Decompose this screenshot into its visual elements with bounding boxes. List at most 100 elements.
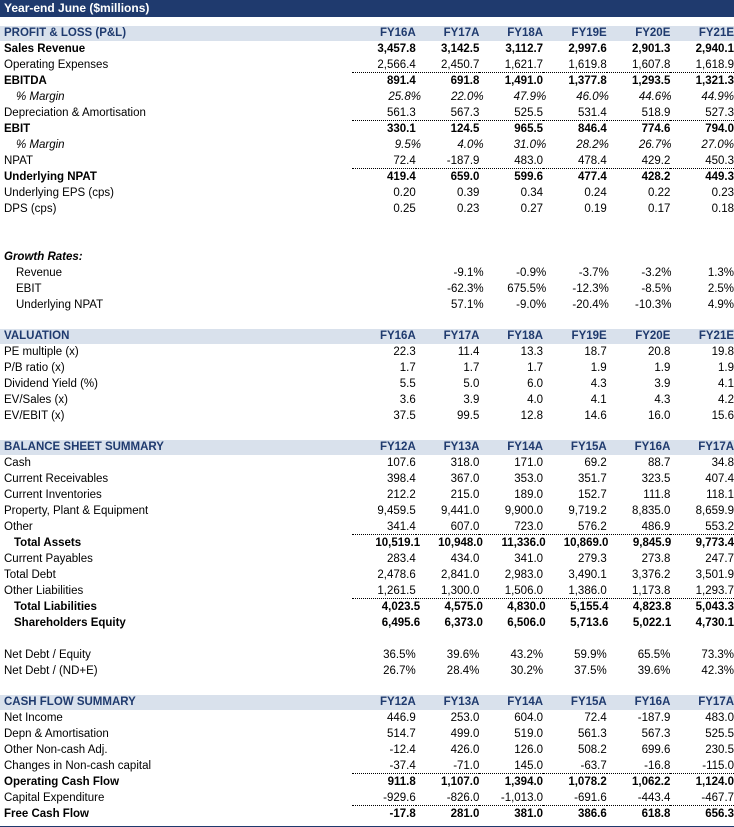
row-value: -691.6 bbox=[543, 790, 607, 806]
row-value: 1,386.0 bbox=[543, 583, 607, 599]
row-value: 561.3 bbox=[577, 728, 607, 740]
table-row: P/B ratio (x) 1.7 1.7 1.7 1.9 1.9 1.9 bbox=[0, 360, 734, 376]
table-row: Other Liabilities 1,261.5 1,300.0 1,506.0 1,… bbox=[0, 583, 734, 599]
row-label: Other Non-cash Adj. bbox=[4, 744, 108, 756]
row-value: 0.23 bbox=[711, 187, 734, 199]
row-value: 4.0% bbox=[457, 139, 484, 151]
table-row: Net Debt / Equity 36.5% 39.6% 43.2% 59.9% 65.… bbox=[0, 647, 734, 663]
row-value: 561.3 bbox=[352, 105, 416, 121]
row-value: 3.9 bbox=[463, 394, 480, 406]
row-value: 279.3 bbox=[577, 553, 607, 565]
row-value: 88.7 bbox=[647, 457, 671, 469]
row-value: 39.6% bbox=[446, 649, 480, 661]
row-value: 449.3 bbox=[705, 171, 734, 183]
year-header: FY15A bbox=[570, 696, 607, 708]
row-value: 1,078.2 bbox=[568, 776, 607, 788]
table-row: Current Receivables 398.4 367.0 353.0 351.7 3… bbox=[0, 471, 734, 487]
row-value: 429.2 bbox=[606, 153, 671, 169]
row-value: 514.7 bbox=[386, 728, 416, 740]
row-label: % Margin bbox=[16, 91, 65, 103]
row-value bbox=[358, 265, 421, 281]
row-value: -8.5% bbox=[641, 283, 672, 295]
row-label: Other bbox=[4, 521, 33, 533]
row-value: 477.4 bbox=[577, 171, 607, 183]
row-value: 341.0 bbox=[514, 553, 544, 565]
row-value: 525.5 bbox=[705, 728, 734, 740]
row-value: 1.9 bbox=[718, 362, 734, 374]
row-value: 4.0 bbox=[527, 394, 544, 406]
table-row: Capital Expenditure -929.6 -826.0 -1,013.0-… bbox=[0, 790, 734, 806]
year-header: FY14A bbox=[507, 696, 544, 708]
table-row: Revenue -9.1% -0.9% -3.7% -3.2% 1.3% bbox=[0, 265, 734, 281]
table-row: Current Inventories 212.2 215.0 189.0 152.7 1… bbox=[0, 487, 734, 503]
section-title: BALANCE SHEET SUMMARY bbox=[4, 441, 164, 453]
row-label: Depn & Amortisation bbox=[4, 728, 109, 740]
row-value: 675.5% bbox=[507, 283, 547, 295]
table-row: Depreciation & Amortisation 561.3 567.3 525… bbox=[0, 105, 734, 121]
table-row: EBIT -62.3% 675.5% -12.3% -8.5% 2.5% bbox=[0, 281, 734, 297]
row-value: 171.0 bbox=[514, 457, 544, 469]
table-row: Total Assets 10,519.1 10,948.0 11,336.0 10,8… bbox=[0, 535, 734, 551]
row-label: Free Cash Flow bbox=[4, 808, 89, 820]
row-label: NPAT bbox=[4, 155, 33, 167]
year-header: FY12A bbox=[379, 696, 416, 708]
row-value: 3.6 bbox=[399, 394, 416, 406]
table-row: Depn & Amortisation 514.7 499.0 519.0 561.3 5… bbox=[0, 726, 734, 742]
row-value: 12.8 bbox=[520, 410, 544, 422]
row-value bbox=[358, 297, 421, 313]
row-value: 419.4 bbox=[386, 171, 416, 183]
row-value: 0.18 bbox=[711, 203, 734, 215]
debt-ratios-section: Net Debt / Equity 36.5% 39.6% 43.2% 59.9% 65.… bbox=[0, 647, 734, 679]
row-value: 273.8 bbox=[641, 553, 671, 565]
row-value: 386.6 bbox=[577, 808, 607, 820]
row-value: 330.1 bbox=[386, 123, 416, 135]
row-value: 794.0 bbox=[705, 123, 734, 135]
row-label: EBIT bbox=[4, 123, 31, 135]
row-label: Net Debt / (ND+E) bbox=[4, 665, 98, 677]
row-value: 1,261.5 bbox=[352, 583, 416, 599]
row-value: 27.0% bbox=[701, 139, 734, 151]
row-value: 351.7 bbox=[577, 473, 607, 485]
row-value: -0.9% bbox=[516, 267, 547, 279]
row-value: 15.6 bbox=[711, 410, 734, 422]
row-value: 318.0 bbox=[450, 457, 480, 469]
row-value: 4,023.5 bbox=[381, 601, 421, 613]
row-label: Total Liabilities bbox=[14, 601, 97, 613]
row-value: 1,618.9 bbox=[670, 57, 734, 73]
row-label: Operating Expenses bbox=[4, 59, 109, 71]
year-header: FY18A bbox=[507, 27, 544, 39]
row-value: 145.0 bbox=[479, 758, 544, 774]
table-row: Underlying EPS (cps) 0.20 0.39 0.34 0.24 0.22… bbox=[0, 185, 734, 201]
row-value: 576.2 bbox=[543, 519, 607, 535]
row-value: 3,142.5 bbox=[441, 43, 480, 55]
row-value: 30.2% bbox=[510, 665, 544, 677]
row-label: P/B ratio (x) bbox=[4, 362, 65, 374]
row-value: -20.4% bbox=[572, 299, 609, 311]
row-value: 4.1 bbox=[718, 378, 734, 390]
row-value: 189.0 bbox=[514, 489, 544, 501]
row-value: 11.4 bbox=[457, 346, 480, 358]
row-value: 2,983.0 bbox=[504, 569, 544, 581]
row-value: 2.5% bbox=[707, 283, 734, 295]
row-value: 5.5 bbox=[399, 378, 416, 390]
row-value: 9,900.0 bbox=[504, 505, 544, 517]
row-value: 567.3 bbox=[641, 728, 671, 740]
row-value: 525.5 bbox=[479, 105, 544, 121]
section-header: BALANCE SHEET SUMMARY FY12A FY13A FY14A FY15… bbox=[0, 440, 734, 455]
row-value: 3.9 bbox=[654, 378, 671, 390]
growth-section: Growth Rates: Revenue -9.1% -0.9% -3.7% -3.2%… bbox=[0, 249, 734, 313]
row-value: 37.5 bbox=[393, 410, 416, 422]
row-value: 152.7 bbox=[577, 489, 607, 501]
row-value: 2,478.6 bbox=[377, 569, 416, 581]
row-value: -62.3% bbox=[447, 283, 484, 295]
row-value: 42.3% bbox=[701, 665, 734, 677]
year-header: FY17A bbox=[443, 330, 480, 342]
row-value: 4,830.0 bbox=[507, 601, 546, 613]
row-value: 519.0 bbox=[514, 728, 544, 740]
row-value: 4,575.0 bbox=[444, 601, 483, 613]
table-row: Property, Plant & Equipment 9,459.5 9,441.… bbox=[0, 503, 734, 519]
row-value: 1.9 bbox=[590, 362, 607, 374]
row-value: 1,173.8 bbox=[606, 583, 671, 599]
row-value: 69.2 bbox=[584, 457, 607, 469]
row-value: 28.2% bbox=[576, 139, 609, 151]
